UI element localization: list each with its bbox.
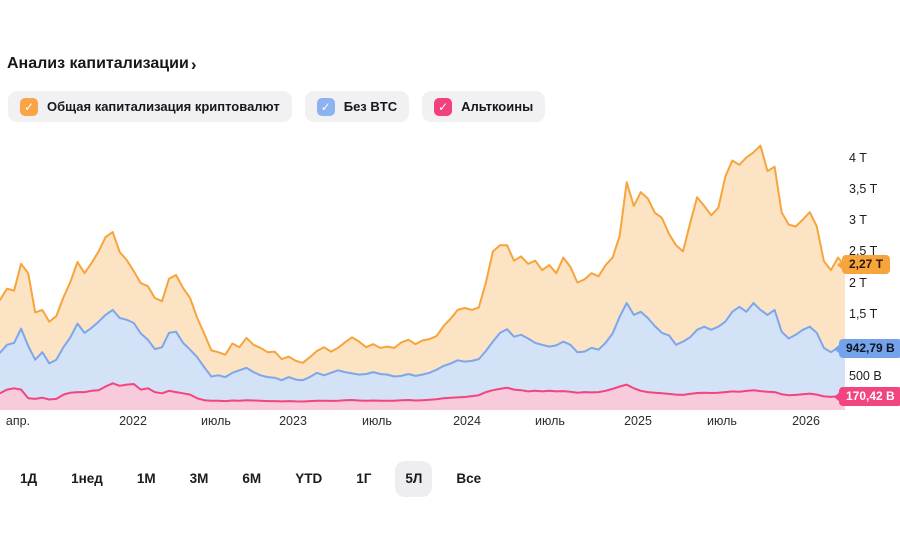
x-axis-tick-label: 2026	[792, 414, 820, 428]
x-axis-tick-label: июль	[201, 414, 231, 428]
current-value-badge-total: 2,27 T	[842, 255, 891, 274]
legend-chip-ex-btc[interactable]: ✓ Без BTC	[304, 91, 410, 122]
x-axis-tick-label: июль	[707, 414, 737, 428]
time-range-selector: 1Д 1нед 1М 3М 6М YTD 1Г 5Л Все	[10, 461, 491, 497]
range-button-6[interactable]: 1Г	[356, 471, 372, 486]
y-axis-tick-label: 2 T	[849, 276, 867, 290]
legend: ✓ Общая капитализация криптовалют ✓ Без …	[8, 91, 546, 122]
legend-label: Без BTC	[343, 99, 398, 114]
range-button-3[interactable]: 3М	[189, 471, 209, 486]
market-cap-chart[interactable]	[0, 140, 845, 410]
legend-label: Альткоины	[461, 99, 534, 114]
current-value-badge-ex-btc: 942,79 B	[839, 339, 900, 358]
legend-chip-total-cap[interactable]: ✓ Общая капитализация криптовалют	[8, 91, 292, 122]
page-title: Анализ капитализации	[7, 55, 189, 72]
line-alt	[0, 382, 845, 403]
x-axis-tick-label: 2025	[624, 414, 652, 428]
range-button-7-active[interactable]: 5Л	[395, 461, 433, 497]
range-button-5[interactable]: YTD	[295, 471, 323, 486]
x-axis-tick-label: 2023	[279, 414, 307, 428]
legend-chip-altcoins[interactable]: ✓ Альткоины	[422, 91, 546, 122]
range-button-4[interactable]: 6М	[242, 471, 262, 486]
x-axis-tick-label: 2022	[119, 414, 147, 428]
checkbox-checked-icon: ✓	[316, 97, 335, 116]
area-exbtc	[0, 303, 845, 410]
range-button-8[interactable]: Все	[456, 471, 482, 486]
legend-label: Общая капитализация криптовалют	[47, 99, 280, 114]
line-total	[0, 144, 845, 364]
y-axis-tick-label: 1,5 T	[849, 307, 878, 321]
range-button-2[interactable]: 1М	[136, 471, 156, 486]
y-axis-tick-label: 3 T	[849, 213, 867, 227]
x-axis-tick-label: 2024	[453, 414, 481, 428]
x-axis-tick-label: апр.	[5, 414, 31, 428]
y-axis-tick-label: 4 T	[849, 151, 867, 165]
y-axis-tick-label: 3,5 T	[849, 182, 878, 196]
checkbox-checked-icon: ✓	[434, 97, 453, 116]
checkbox-checked-icon: ✓	[20, 97, 38, 116]
x-axis-tick-label: июль	[362, 414, 392, 428]
chevron-right-icon: ›	[190, 54, 197, 74]
range-button-0[interactable]: 1Д	[20, 471, 38, 486]
section-title-link[interactable]: Анализ капитализации ›	[7, 55, 196, 73]
cap-chart-svg[interactable]	[0, 140, 845, 410]
range-button-1[interactable]: 1нед	[71, 471, 103, 486]
x-axis-tick-label: июль	[535, 414, 565, 428]
y-axis-tick-label: 500 B	[849, 369, 882, 383]
line-exbtc	[0, 302, 845, 382]
current-value-badge-altcoins: 170,42 B	[839, 387, 900, 406]
area-alt	[0, 383, 845, 410]
